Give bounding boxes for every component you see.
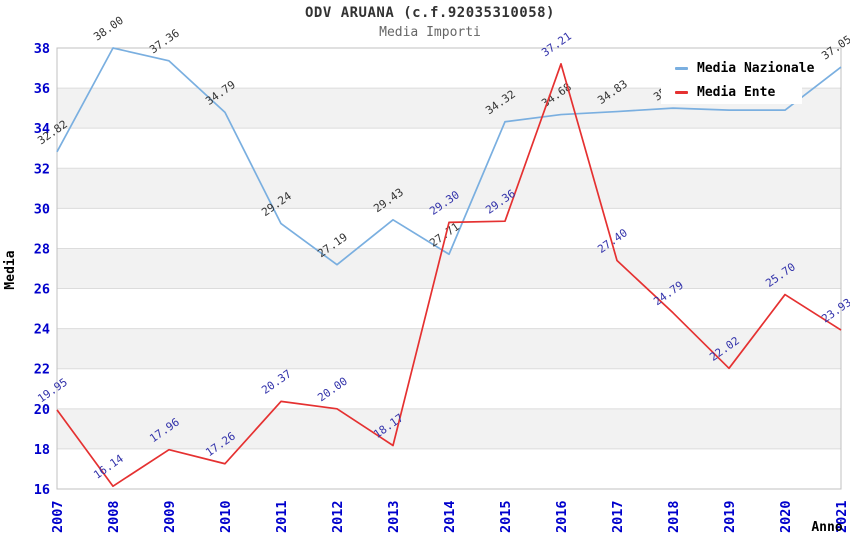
grid-band <box>57 408 841 449</box>
series-line-media-nazionale <box>56 47 842 266</box>
y-tick-label: 30 <box>34 201 50 217</box>
series-line-media-ente <box>56 62 842 488</box>
y-axis-title: Media <box>3 250 18 289</box>
x-tick-label: 2008 <box>106 500 122 533</box>
y-tick-label: 28 <box>34 241 50 257</box>
grid-band <box>57 168 841 209</box>
x-tick-label: 2009 <box>162 500 178 533</box>
grid-band <box>57 248 841 289</box>
x-tick-label: 2020 <box>778 500 794 533</box>
data-label-media-ente: 20.00 <box>315 375 350 405</box>
y-tick-label: 32 <box>34 161 50 177</box>
y-tick-label: 24 <box>34 322 50 338</box>
x-tick-label: 2016 <box>554 500 570 533</box>
legend-label-media-ente: Media Ente <box>697 84 776 100</box>
y-tick-label: 38 <box>34 41 50 57</box>
y-tick-label: 16 <box>34 482 50 498</box>
y-tick-label: 26 <box>34 282 50 298</box>
media-ente-line-swatch-icon <box>675 90 688 94</box>
x-tick-label: 2007 <box>50 500 66 533</box>
y-tick-label: 34 <box>34 121 50 137</box>
x-tick-label: 2015 <box>498 500 514 533</box>
media-nazionale-line-swatch-icon <box>675 66 688 70</box>
x-tick-label: 2013 <box>386 500 402 533</box>
x-tick-label: 2018 <box>666 500 682 533</box>
x-axis-title: Anno <box>811 520 842 535</box>
x-tick-label: 2017 <box>610 500 626 533</box>
data-label-media-ente: 20.37 <box>259 367 294 397</box>
chart-title: ODV ARUANA (c.f.92035310058) <box>304 5 555 21</box>
legend-label-media-nazionale: Media Nazionale <box>697 60 815 76</box>
legend-item-media-ente: Media Ente <box>675 82 802 102</box>
x-tick-label: 2012 <box>330 500 346 533</box>
y-tick-label: 18 <box>34 442 50 458</box>
data-label-media-ente: 16.14 <box>91 452 126 482</box>
legend-item-media-nazionale: Media Nazionale <box>675 58 814 78</box>
x-tick-label: 2014 <box>442 500 458 533</box>
chart-legend: Media Nazionale Media Ente <box>661 56 814 104</box>
x-tick-label: 2021 <box>834 500 850 533</box>
x-tick-label: 2019 <box>722 500 738 533</box>
y-tick-label: 22 <box>34 362 50 378</box>
x-tick-label: 2010 <box>218 500 234 533</box>
data-label-media-ente: 19.95 <box>35 376 70 406</box>
data-label-media-ente: 23.93 <box>819 296 850 326</box>
plot-border <box>56 47 842 490</box>
y-tick-label: 20 <box>34 402 50 418</box>
x-tick-label: 2011 <box>274 500 290 533</box>
chart-subtitle: Media Importi <box>379 25 481 40</box>
y-tick-label: 36 <box>34 81 50 97</box>
